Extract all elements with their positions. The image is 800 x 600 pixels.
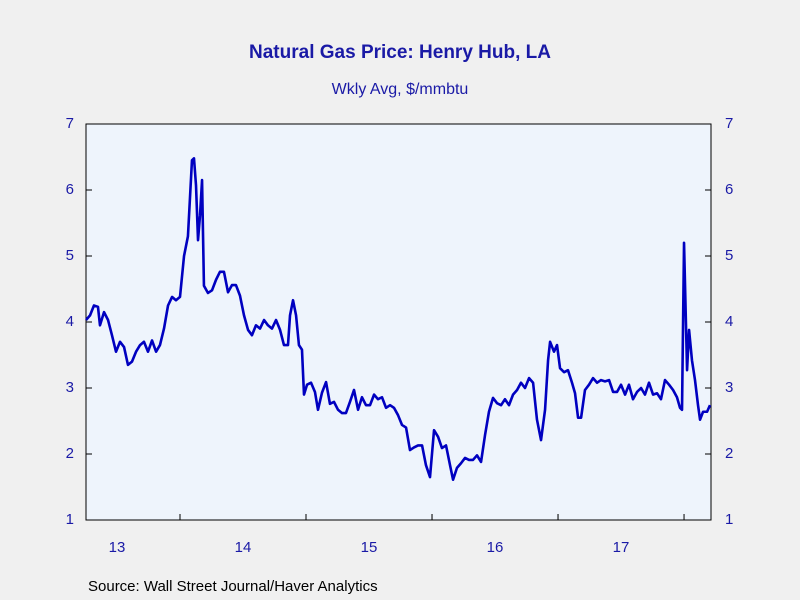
y2-tick-label: 5 bbox=[725, 247, 733, 264]
x-tick-label: 17 bbox=[613, 539, 630, 556]
price-line bbox=[85, 157, 712, 482]
plot-area bbox=[85, 123, 712, 521]
x-tick-label: 15 bbox=[361, 539, 378, 556]
y-tick-label: 4 bbox=[66, 313, 74, 330]
source-note: Source: Wall Street Journal/Haver Analyt… bbox=[88, 578, 378, 595]
y-tick-label: 7 bbox=[66, 115, 74, 132]
x-tick-label: 13 bbox=[109, 539, 126, 556]
chart-subtitle: Wkly Avg, $/mmbtu bbox=[332, 81, 469, 98]
y2-tick-label: 1 bbox=[725, 511, 733, 528]
chart-title: Natural Gas Price: Henry Hub, LA bbox=[249, 42, 551, 63]
x-tick-label: 16 bbox=[487, 539, 504, 556]
y-tick-label: 5 bbox=[66, 247, 74, 264]
y-tick-label: 6 bbox=[66, 181, 74, 198]
y2-tick-label: 7 bbox=[725, 115, 733, 132]
y-tick-label: 3 bbox=[66, 379, 74, 396]
y2-tick-label: 4 bbox=[725, 313, 733, 330]
x-tick-label: 14 bbox=[235, 539, 252, 556]
y2-tick-label: 2 bbox=[725, 445, 733, 462]
y2-tick-label: 6 bbox=[725, 181, 733, 198]
y-tick-label: 2 bbox=[66, 445, 74, 462]
y2-tick-label: 3 bbox=[725, 379, 733, 396]
y-tick-label: 1 bbox=[66, 511, 74, 528]
